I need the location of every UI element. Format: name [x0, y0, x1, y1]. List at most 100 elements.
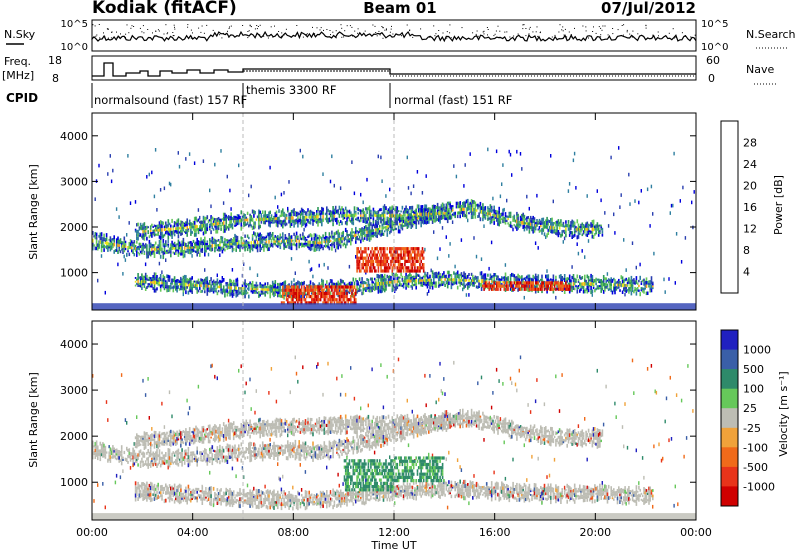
range-cell	[586, 233, 589, 237]
range-cell	[397, 278, 400, 281]
range-cell	[269, 165, 271, 170]
range-cell	[156, 246, 158, 249]
range-cell	[246, 291, 249, 294]
range-cell	[195, 228, 197, 233]
range-cell	[236, 279, 239, 284]
range-cell	[488, 278, 490, 281]
range-cell	[310, 218, 313, 221]
range-cell	[584, 230, 586, 234]
range-cell	[327, 220, 329, 224]
range-cell	[127, 246, 129, 249]
nsearch-point	[529, 26, 531, 28]
range-cell	[353, 285, 356, 289]
range-cell	[284, 216, 287, 220]
range-cell	[294, 295, 297, 299]
range-cell	[334, 218, 337, 223]
range-cell	[170, 227, 172, 231]
range-cell	[429, 210, 431, 213]
range-cell	[253, 291, 255, 294]
range-cell	[271, 280, 274, 285]
range-cell	[339, 301, 342, 305]
range-cell	[377, 230, 380, 233]
nsearch-point	[477, 35, 479, 37]
range-cell	[196, 241, 198, 246]
range-cell	[639, 262, 641, 267]
range-cell	[341, 279, 343, 284]
range-cell	[395, 206, 397, 210]
range-cell	[636, 282, 639, 285]
range-cell	[455, 278, 458, 282]
range-cell	[166, 281, 168, 286]
range-cell	[287, 206, 289, 211]
range-cell	[108, 238, 110, 241]
range-cell	[337, 291, 339, 295]
range-cell	[152, 250, 154, 253]
range-cell	[163, 287, 166, 291]
range-cell	[439, 273, 441, 276]
range-cell	[307, 235, 309, 239]
range-cell	[304, 211, 307, 216]
range-cell	[323, 291, 326, 295]
range-cell	[397, 216, 400, 219]
range-cell	[618, 278, 620, 282]
range-cell	[211, 226, 214, 230]
range-cell	[389, 250, 391, 254]
range-cell	[482, 275, 484, 280]
range-cell	[504, 276, 507, 281]
range-cell	[204, 230, 206, 235]
range-cell	[371, 263, 373, 267]
range-cell	[142, 229, 144, 234]
range-cell	[405, 224, 407, 227]
range-cell	[264, 217, 266, 221]
range-cell	[529, 277, 532, 280]
range-cell	[204, 287, 206, 291]
range-cell	[356, 237, 358, 240]
range-cell	[488, 212, 490, 216]
range-cell	[148, 251, 151, 256]
nsearch-point	[551, 36, 553, 38]
range-cell	[195, 283, 197, 287]
range-cell	[304, 242, 307, 245]
range-cell	[540, 222, 542, 225]
range-cell	[630, 287, 633, 292]
range-cell	[501, 182, 503, 186]
range-cell	[193, 280, 196, 283]
range-cell	[137, 233, 139, 237]
range-cell	[137, 273, 139, 277]
range-cell	[416, 170, 419, 174]
range-cell	[318, 218, 321, 221]
range-cell	[118, 249, 120, 252]
nsearch-point	[296, 25, 298, 26]
cpid-label: CPID	[6, 91, 38, 105]
range-cell	[372, 234, 375, 238]
range-cell	[157, 244, 159, 247]
range-cell	[331, 217, 333, 220]
range-cell	[439, 283, 441, 287]
range-cell	[391, 213, 394, 218]
nsearch-point	[184, 37, 186, 39]
range-cell	[381, 218, 383, 222]
range-cell	[261, 288, 264, 291]
range-cell	[292, 219, 294, 223]
range-cell	[397, 229, 400, 234]
range-cell	[596, 285, 599, 288]
range-cell	[422, 281, 425, 284]
range-cell	[533, 217, 536, 221]
range-cell	[199, 221, 201, 224]
range-cell	[602, 278, 605, 283]
range-cell	[643, 278, 645, 282]
range-cell	[193, 246, 196, 249]
range-cell	[152, 280, 154, 284]
range-cell	[225, 284, 227, 287]
range-cell	[295, 288, 298, 292]
range-cell	[430, 217, 433, 220]
range-cell	[153, 272, 156, 277]
range-cell	[193, 232, 196, 237]
range-cell	[232, 220, 235, 223]
range-cell	[483, 211, 485, 214]
range-cell	[411, 276, 414, 278]
range-cell	[162, 274, 165, 278]
range-cell	[197, 218, 200, 222]
range-cell	[448, 254, 450, 258]
range-cell	[477, 285, 479, 289]
